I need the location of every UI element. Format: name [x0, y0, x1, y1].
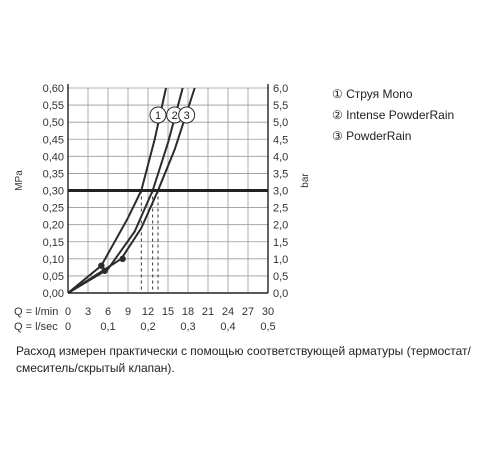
right-tick-label: 4,0 [273, 151, 288, 163]
chart-axes [67, 84, 269, 294]
legend-marker-1: ① [332, 87, 343, 101]
left-tick-label: 0,25 [43, 203, 64, 215]
left-tick-label: 0,00 [43, 288, 64, 300]
series-line-2 [67, 87, 184, 294]
x-lsec-tick-label: 0,2 [140, 321, 155, 333]
right-tick-label: 3,0 [273, 186, 288, 198]
right-tick-label: 1,0 [273, 254, 288, 266]
series-marker-1 [149, 106, 167, 124]
right-tick-label: 5,0 [273, 117, 288, 129]
x-lmin-tick-label: 6 [105, 306, 111, 318]
x-lmin-tick-label: 3 [85, 306, 91, 318]
left-tick-label: 0,20 [43, 220, 64, 232]
x-lmin-tick-label: 21 [202, 306, 214, 318]
legend-item-2: ② Intense PowderRain [332, 105, 454, 126]
left-axis-title: MPa [14, 170, 25, 191]
x-lmin-tick-label: 30 [262, 306, 274, 318]
series-marker-3 [178, 106, 196, 124]
x-lmin-tick-label: 0 [65, 306, 71, 318]
x-lmin-tick-label: 27 [242, 306, 254, 318]
x-lmin-tick-label: 18 [182, 306, 194, 318]
right-tick-label: 6,0 [273, 83, 288, 95]
low-flow-dot-1 [98, 262, 105, 269]
left-tick-label: 0,40 [43, 151, 64, 163]
right-tick-label: 0,0 [273, 288, 288, 300]
x-lsec-tick-label: 0,5 [260, 321, 275, 333]
right-tick-label: 4,5 [273, 134, 288, 146]
right-tick-label: 2,0 [273, 220, 288, 232]
x-axis-lsec-title: Q = l/sec [14, 321, 58, 333]
left-tick-label: 0,15 [43, 237, 64, 249]
low-flow-dot-2 [101, 267, 108, 274]
chart-labels: 0,000,050,100,150,200,250,300,350,400,45… [14, 83, 311, 333]
legend-marker-2: ② [332, 108, 343, 122]
x-lsec-tick-label: 0 [65, 321, 71, 333]
left-tick-label: 0,10 [43, 254, 64, 266]
left-tick-label: 0,50 [43, 117, 64, 129]
legend-label-1: Струя Mono [346, 87, 413, 101]
right-tick-label: 0,5 [273, 271, 288, 283]
x-lmin-tick-label: 24 [222, 306, 234, 318]
left-tick-label: 0,60 [43, 83, 64, 95]
legend-label-2: Intense PowderRain [346, 108, 455, 122]
right-tick-label: 2,5 [273, 203, 288, 215]
x-lsec-tick-label: 0,4 [220, 321, 235, 333]
legend-item-3: ③ PowderRain [332, 126, 454, 147]
series-marker-label-2: 2 [172, 110, 178, 122]
left-tick-label: 0,05 [43, 271, 64, 283]
left-tick-label: 0,45 [43, 134, 64, 146]
x-lmin-tick-label: 12 [142, 306, 154, 318]
footnote: Расход измерен практически с помощью соо… [16, 344, 471, 375]
legend-item-1: ① Струя Mono [332, 84, 454, 105]
chart-legend: ① Струя Mono ② Intense PowderRain ③ Powd… [332, 84, 454, 147]
left-tick-label: 0,35 [43, 168, 64, 180]
series-marker-label-1: 1 [155, 110, 161, 122]
x-lsec-tick-label: 0,3 [180, 321, 195, 333]
x-lmin-tick-label: 9 [125, 306, 131, 318]
x-lmin-tick-label: 15 [162, 306, 174, 318]
right-tick-label: 1,5 [273, 237, 288, 249]
x-lsec-tick-label: 0,1 [100, 321, 115, 333]
low-flow-dot-3 [119, 255, 126, 263]
legend-marker-3: ③ [332, 129, 343, 143]
series-line-3 [67, 87, 196, 294]
x-axis-lmin-title: Q = l/min [14, 306, 58, 318]
right-tick-label: 5,5 [273, 100, 288, 112]
series-marker-label-3: 3 [184, 110, 190, 122]
left-tick-label: 0,55 [43, 100, 64, 112]
legend-label-3: PowderRain [346, 129, 412, 143]
series-line-1 [67, 87, 167, 294]
right-tick-label: 3,5 [273, 168, 288, 180]
right-axis-title: bar [300, 173, 311, 188]
left-tick-label: 0,30 [43, 186, 64, 198]
